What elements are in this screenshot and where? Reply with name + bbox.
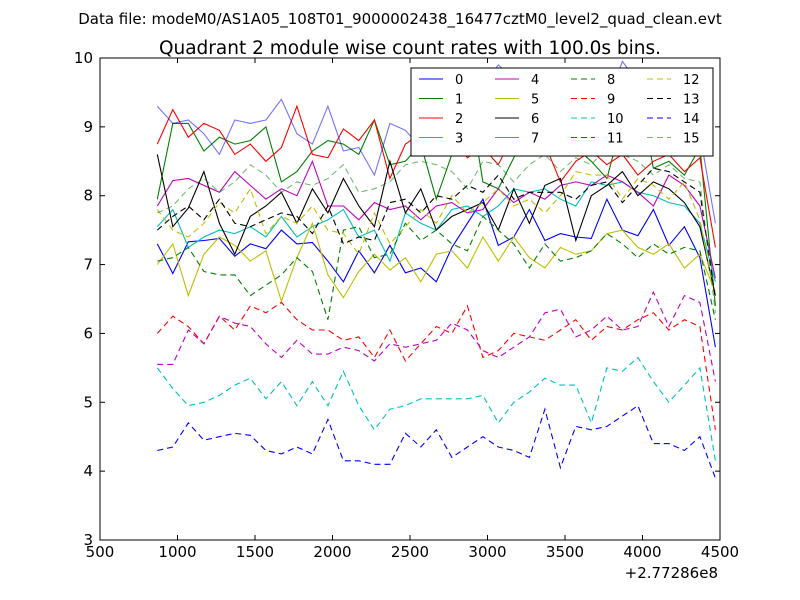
y-tick-label: 9 [83,118,93,136]
legend-label-15: 15 [683,132,700,147]
y-tick-label: 5 [83,393,93,411]
series-line-11 [157,290,716,382]
legend-label-6: 6 [531,112,539,127]
legend-label-1: 1 [455,93,463,108]
legend-label-5: 5 [531,93,539,108]
chart-title: Quadrant 2 module wise count rates with … [159,38,661,59]
legend-label-8: 8 [607,73,615,88]
series-line-9 [156,301,716,430]
x-tick-label: 500 [86,543,115,561]
x-tick-label: 4000 [623,543,661,561]
series-line-5 [156,221,716,303]
series-line-8 [157,215,716,320]
legend-label-0: 0 [455,73,463,88]
data-file-label: Data file: modeM0/AS1A05_108T01_90000024… [78,10,722,29]
legend-label-14: 14 [683,112,700,127]
y-tick-label: 10 [74,49,93,67]
legend-box [410,67,714,157]
axes: 500 1000 1500 2000 2500 3000 3500 4000 4500 3 4 5 6 7… [74,49,739,561]
x-tick-label: 2000 [313,543,351,561]
series-line-13 [156,167,716,300]
series-line-15 [157,146,716,313]
legend-label-12: 12 [683,73,700,88]
legend-label-11: 11 [607,132,624,147]
legend-label-13: 13 [683,93,700,108]
x-tick-label: 4500 [701,543,739,561]
legend-label-3: 3 [455,132,463,147]
x-tick-label: 3000 [468,543,506,561]
y-tick-label: 8 [83,187,93,205]
x-tick-label: 1500 [236,543,274,561]
series-line-4 [156,159,716,279]
legend-label-7: 7 [531,132,539,147]
y-tick-label: 7 [83,256,93,274]
legend-label-4: 4 [531,73,539,88]
legend-label-9: 9 [607,93,615,108]
x-tick-label: 1000 [158,543,196,561]
series-line-14 [157,404,716,479]
y-tick-label: 6 [83,324,93,342]
x-offset-label: +2.77286e8 [625,564,718,582]
legend-label-2: 2 [455,112,463,127]
x-tick-label: 2500 [391,543,429,561]
y-tick-label: 4 [83,462,93,480]
x-tick-label: 3500 [546,543,584,561]
legend-label-10: 10 [607,112,624,127]
series-line-12 [156,170,716,300]
y-tick-label: 3 [83,531,93,549]
series-line-10 [156,356,716,461]
